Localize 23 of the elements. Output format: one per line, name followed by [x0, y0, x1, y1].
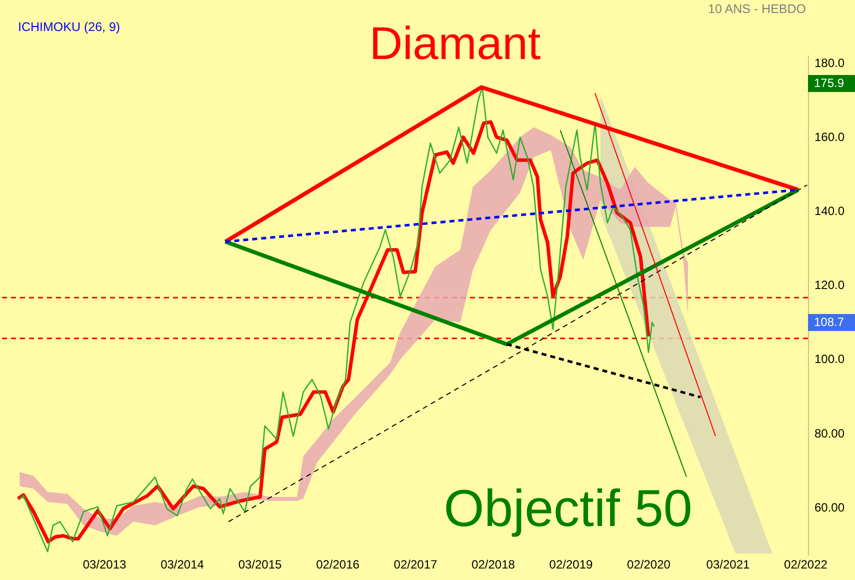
x-tick-label: 03/2015 [238, 558, 282, 572]
y-tick-label: 80.00 [814, 426, 845, 440]
y-tick-label: 100.0 [814, 352, 845, 366]
y-tick-label: 180.0 [814, 56, 845, 70]
x-tick-label: 02/2018 [472, 558, 516, 572]
text: 175.9 [814, 76, 844, 90]
text: 108.7 [814, 315, 844, 329]
annotation: Objectif 50 [444, 480, 692, 538]
x-tick-label: 02/2022 [784, 558, 828, 572]
x-tick-label: 03/2013 [82, 558, 127, 572]
y-tick-label: 120.0 [814, 278, 845, 292]
chart-title: Diamant [369, 17, 541, 69]
y-tick-label: 160.0 [814, 130, 845, 144]
y-tick-label: 140.0 [814, 204, 845, 218]
text: 10 ANS - HEBDO [708, 2, 806, 16]
x-tick-label: 02/2017 [394, 558, 438, 572]
x-tick-label: 02/2016 [316, 558, 360, 572]
x-tick-label: 03/2021 [706, 558, 750, 572]
x-tick-label: 02/2020 [627, 558, 671, 572]
x-tick-label: 03/2014 [160, 558, 204, 572]
x-tick-label: 02/2019 [549, 558, 593, 572]
y-tick-label: 60.00 [814, 500, 845, 514]
text: ICHIMOKU (26, 9) [18, 20, 120, 34]
